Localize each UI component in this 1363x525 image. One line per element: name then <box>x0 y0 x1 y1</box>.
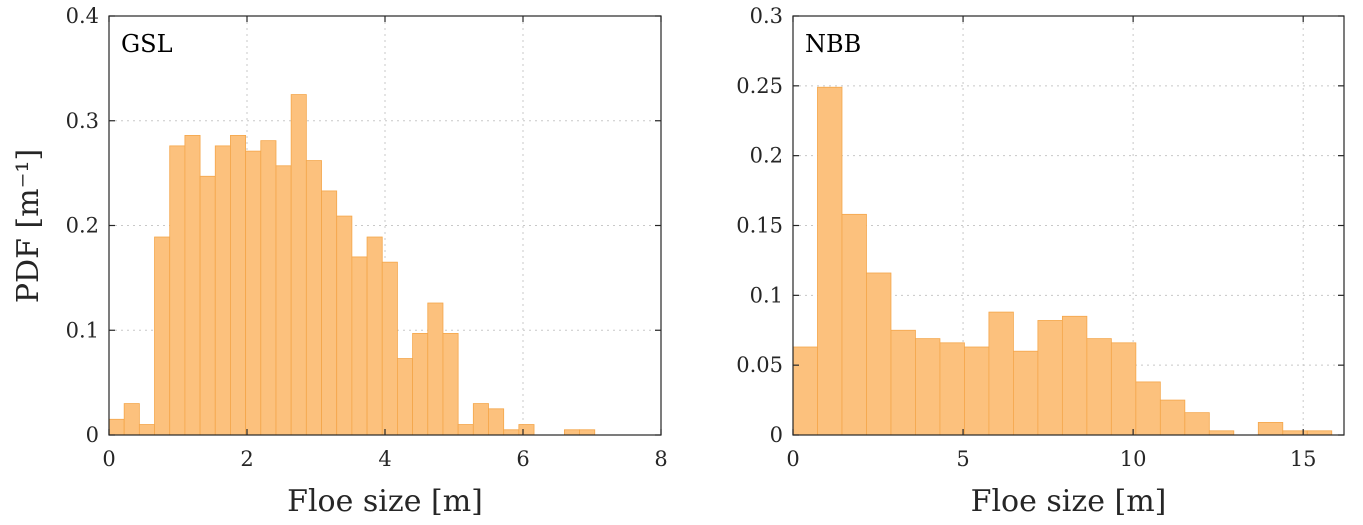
histogram-bar <box>123 403 140 436</box>
y-tick-label: 0.3 <box>750 4 783 28</box>
histogram-bar <box>305 160 322 436</box>
panel-label: NBB <box>805 30 861 58</box>
nbb-histogram-panel: 0 5 10 15 0 0.05 0.1 0.15 0.2 0.25 0.3 Floe size [m… <box>736 4 1345 519</box>
y-tick-label: 0.25 <box>736 74 783 98</box>
y-tick-label: 0.4 <box>66 4 99 28</box>
histogram-bar <box>472 403 489 436</box>
histogram-bar <box>457 424 474 436</box>
histogram-bar <box>792 346 818 436</box>
histogram-bar <box>579 429 596 436</box>
histogram-bar <box>381 261 398 436</box>
histogram-bar <box>1208 430 1235 436</box>
histogram-bar <box>169 145 186 436</box>
histogram-bar <box>154 236 171 436</box>
histogram-bar <box>138 424 155 436</box>
histogram-bar <box>412 332 429 436</box>
histogram-bar <box>1257 422 1284 436</box>
y-tick-label: 0 <box>86 423 99 447</box>
y-tick-label: 0.2 <box>66 214 99 238</box>
histogram-bar <box>321 190 338 436</box>
histogram-bar <box>1135 381 1161 436</box>
x-axis-label: Floe size [m] <box>971 484 1167 519</box>
histogram-bar <box>988 311 1014 436</box>
histogram-bar <box>939 342 965 436</box>
x-tick-label: 10 <box>1120 447 1147 471</box>
histogram-bar <box>199 175 216 436</box>
histogram-bar <box>442 332 459 436</box>
histogram-bar <box>964 346 990 436</box>
histogram-bar <box>915 338 941 436</box>
x-tick-label: 0 <box>786 447 799 471</box>
x-tick-label: 15 <box>1290 447 1317 471</box>
histogram-bar <box>817 86 843 436</box>
histogram-bar <box>230 135 247 436</box>
x-tick-label: 4 <box>378 447 391 471</box>
y-tick-label: 0.2 <box>750 144 783 168</box>
y-tick-label: 0.1 <box>66 318 99 342</box>
x-tick-label: 5 <box>956 447 969 471</box>
histogram-bar <box>260 140 277 436</box>
histogram-bar <box>890 329 916 436</box>
histogram-bar <box>290 94 307 436</box>
histogram-bar <box>108 418 125 436</box>
histogram-bar <box>488 408 505 436</box>
x-tick-label: 8 <box>654 447 667 471</box>
gsl-histogram-panel: 0 2 4 6 8 0 0.1 0.2 0.3 0.4 Floe size [m] GSL <box>66 4 668 519</box>
x-tick-label: 2 <box>240 447 253 471</box>
histogram-bar <box>397 358 414 436</box>
histogram-bar <box>1110 342 1137 436</box>
histogram-bar <box>841 213 867 436</box>
x-tick-label: 0 <box>102 447 115 471</box>
x-tick-label: 6 <box>516 447 529 471</box>
histogram-bar <box>564 429 580 436</box>
histogram-bar <box>1061 315 1088 436</box>
histogram-bar <box>184 135 201 436</box>
histogram-bar <box>1184 412 1210 436</box>
y-tick-label: 0 <box>770 423 783 447</box>
histogram-bar <box>1037 320 1063 436</box>
histogram-bar <box>351 256 368 436</box>
histogram-bar <box>1159 399 1186 436</box>
histogram-bar <box>245 150 262 436</box>
y-tick-label: 0.3 <box>66 109 99 133</box>
histogram-bar <box>866 272 892 436</box>
histogram-bar <box>336 215 353 436</box>
histogram-bar <box>1086 338 1112 436</box>
histogram-bar <box>366 236 383 436</box>
y-tick-label: 0.05 <box>736 353 783 377</box>
y-tick-label: 0.1 <box>750 283 783 307</box>
y-axis-label: PDF [m⁻¹] <box>11 149 46 303</box>
histogram-bar <box>503 429 520 436</box>
panel-label: GSL <box>121 30 173 58</box>
y-tick-label: 0.15 <box>736 214 783 238</box>
histogram-bar <box>1013 350 1039 436</box>
histogram-bar <box>1306 430 1333 436</box>
histogram-bar <box>214 145 231 436</box>
histogram-bar <box>518 424 535 436</box>
histogram-bar <box>427 302 444 436</box>
histogram-bar <box>275 165 292 436</box>
x-axis-label: Floe size [m] <box>287 484 483 519</box>
